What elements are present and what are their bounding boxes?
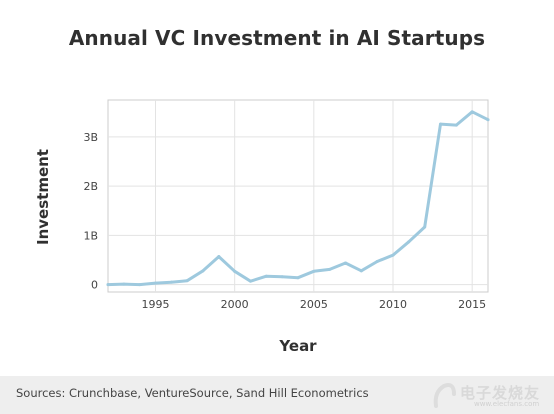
data-point-2013 [439,122,442,126]
data-point-2002 [264,274,268,278]
data-point-2015 [470,110,474,114]
data-point-1996 [169,280,173,284]
source-text: Sources: Crunchbase, VentureSource, Sand… [16,386,369,400]
x-tick-2000: 2000 [221,298,249,311]
x-tick-2005: 2005 [300,298,328,311]
series-group [106,110,490,287]
data-point-1995 [154,281,157,285]
data-point-2011 [407,240,411,244]
data-point-1993 [122,282,126,286]
data-point-2000 [233,269,237,273]
x-tick-2010: 2010 [379,298,407,311]
data-point-1999 [217,255,221,259]
watermark-url: www.elecfans.com [474,400,540,408]
data-point-2008 [359,269,363,273]
data-point-2005 [312,269,316,273]
data-point-2016 [486,118,490,122]
plot-frame [107,99,489,293]
y-gridlines [108,136,488,286]
data-point-2012 [423,225,427,229]
data-point-1992 [106,283,110,287]
watermark-text: 电子发烧友 [460,384,541,402]
y-tick-0: 0 [91,279,98,292]
data-point-2010 [391,253,395,257]
y-axis-label: Investment [34,149,52,245]
y-tick-3: 3B [83,131,98,144]
x-tick-labels: 1995 2000 2005 2010 2015 [142,298,487,311]
line-chart: 1995 2000 2005 2010 2015 0 1B 2B 3B Year Invest… [34,99,490,355]
y-tick-2: 2B [83,180,98,193]
data-point-1994 [138,283,142,287]
data-point-2003 [280,275,284,279]
data-point-2004 [296,276,300,280]
watermark-logo: 电子发烧友 www.elecfans.com [430,380,542,410]
chart-title: Annual VC Investment in AI Startups [68,26,486,50]
y-tick-labels: 0 1B 2B 3B [83,131,98,292]
watermark-icon [433,383,456,408]
x-gridlines [155,100,473,292]
y-tick-1: 1B [83,229,98,242]
x-axis-label: Year [278,337,317,355]
data-point-2001 [249,279,252,283]
data-point-2009 [375,259,379,263]
data-point-1998 [201,269,205,273]
data-point-2007 [344,261,347,265]
x-tick-1995: 1995 [142,298,170,311]
footer: Sources: Crunchbase, VentureSource, Sand… [0,376,554,414]
x-tick-2015: 2015 [458,298,486,311]
data-point-2006 [328,267,332,271]
data-point-2014 [454,123,458,127]
data-point-1997 [185,279,189,283]
